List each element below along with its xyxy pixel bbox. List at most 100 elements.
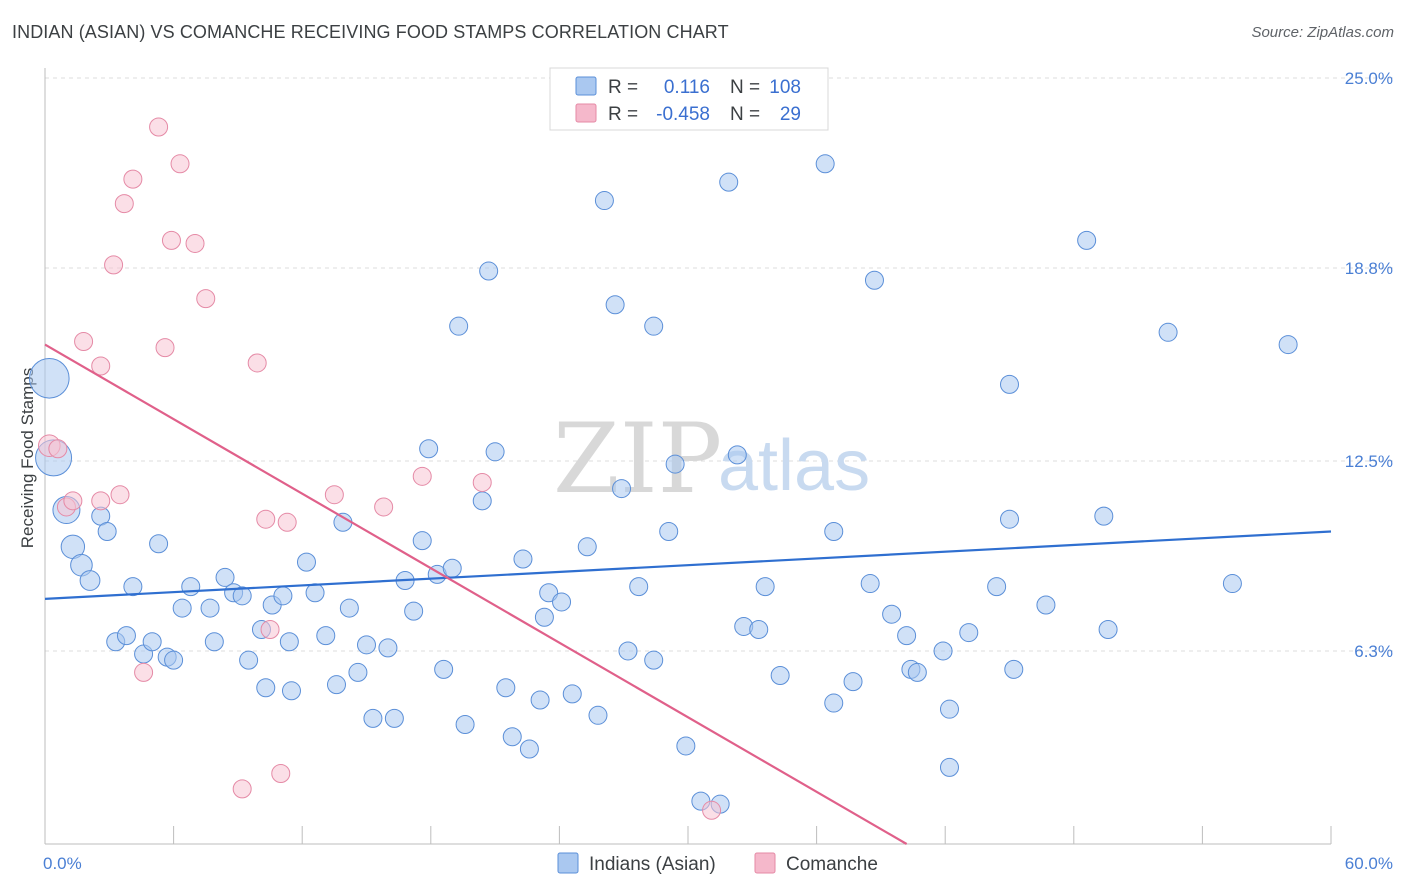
data-point-indians (629, 577, 649, 597)
data-point-indians (172, 598, 192, 618)
data-point-comanche (155, 338, 175, 358)
data-point-comanche (48, 439, 68, 459)
data-point-comanche (114, 194, 134, 214)
data-point-indians (612, 479, 632, 499)
data-point-comanche (277, 512, 297, 532)
data-point-comanche (161, 230, 181, 250)
watermark-zip: ZIP (553, 403, 722, 515)
data-point-indians (404, 601, 424, 621)
data-point-indians (1077, 230, 1097, 250)
legend-label-indians: Indians (Asian) (589, 854, 716, 875)
data-point-indians (539, 583, 559, 603)
legend-n-label: N = (730, 77, 760, 98)
data-point-comanche (63, 491, 83, 511)
data-point-indians (326, 675, 346, 695)
data-point-indians (502, 727, 522, 747)
data-point-indians (434, 659, 454, 679)
data-point-indians (279, 632, 299, 652)
chart-title: INDIAN (ASIAN) VS COMANCHE RECEIVING FOO… (12, 22, 729, 42)
data-point-indians (644, 316, 664, 336)
data-point-indians (256, 678, 276, 698)
data-point-indians (142, 632, 162, 652)
data-point-indians (824, 693, 844, 713)
data-point-indians (933, 641, 953, 661)
data-point-comanche (110, 485, 130, 505)
data-point-comanche (149, 117, 169, 137)
data-point-indians (419, 439, 439, 459)
series-comanche (37, 117, 722, 820)
data-point-comanche (196, 289, 216, 309)
data-point-indians (1000, 374, 1019, 394)
data-point-indians (987, 577, 1007, 597)
legend-label-comanche: Comanche (786, 854, 878, 875)
data-point-indians (882, 604, 902, 624)
data-point-indians (676, 736, 696, 756)
data-point-comanche (104, 255, 124, 275)
source-credit: Source: ZipAtlas.com (1251, 24, 1394, 41)
data-point-indians (659, 521, 679, 541)
legend-r-label: R = (608, 77, 638, 98)
data-point-comanche (134, 662, 154, 682)
data-point-indians (588, 705, 608, 725)
data-point-indians (519, 739, 539, 759)
data-point-comanche (74, 332, 94, 352)
y-tick-label: 12.5% (1345, 452, 1393, 471)
data-point-comanche (232, 779, 252, 799)
data-point-indians (79, 570, 101, 591)
legend-swatch-indians (575, 76, 597, 96)
data-point-indians (860, 574, 880, 594)
data-point-indians (618, 641, 638, 661)
data-point-indians (496, 678, 516, 698)
data-point-indians (644, 650, 664, 670)
data-point-indians (181, 577, 201, 597)
data-point-indians (281, 681, 301, 701)
data-point-indians (1098, 620, 1118, 640)
data-point-indians (455, 715, 475, 735)
data-point-indians (665, 454, 685, 474)
data-point-indians (824, 521, 844, 541)
data-point-comanche (702, 800, 722, 820)
data-point-indians (770, 665, 790, 685)
y-tick-label: 6.3% (1354, 642, 1393, 661)
legend-swatch-indians (557, 852, 579, 874)
data-point-indians (897, 626, 917, 646)
data-point-indians (1036, 595, 1056, 615)
legend-swatch-comanche (754, 852, 776, 874)
watermark: ZIP atlas (553, 403, 870, 515)
data-point-indians (363, 708, 383, 728)
data-point-comanche (260, 620, 280, 640)
data-point-indians (534, 607, 554, 627)
legend-n-value: 29 (780, 104, 801, 125)
legend-r-value: 0.116 (664, 77, 710, 98)
x-tick-label: 60.0% (1345, 854, 1393, 873)
legend-r-value: -0.458 (656, 104, 710, 125)
data-point-indians (1094, 506, 1114, 526)
y-tick-label: 25.0% (1345, 69, 1393, 88)
legend-swatch-comanche (575, 103, 597, 123)
data-point-indians (1000, 509, 1019, 529)
data-point-indians (939, 757, 959, 777)
data-point-indians (513, 549, 533, 569)
data-point-indians (204, 632, 224, 652)
watermark-atlas: atlas (718, 426, 870, 506)
data-point-indians (164, 650, 184, 670)
legend-n-value: 108 (769, 77, 801, 98)
x-tick-label: 0.0% (43, 854, 82, 873)
data-point-indians (449, 316, 469, 336)
trendline-comanche (44, 343, 908, 845)
data-point-indians (552, 592, 572, 612)
data-point-indians (123, 577, 143, 597)
data-point-indians (378, 638, 398, 658)
data-point-comanche (374, 497, 394, 517)
data-point-indians (97, 521, 117, 541)
grid-lines (45, 77, 1395, 652)
data-point-indians (530, 690, 550, 710)
data-point-indians (485, 442, 505, 462)
data-point-indians (442, 558, 462, 578)
data-point-indians (273, 586, 293, 606)
data-point-indians (215, 567, 235, 587)
y-tick-labels: 6.3% 12.5% 18.8% 25.0% (1345, 69, 1393, 661)
data-point-indians (843, 672, 863, 692)
data-point-indians (864, 270, 884, 290)
